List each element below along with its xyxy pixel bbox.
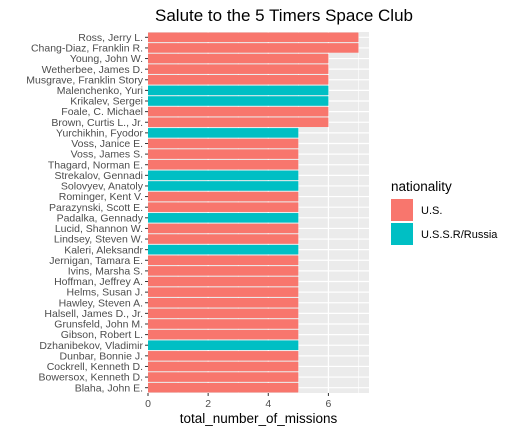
y-axis: Ross, Jerry L.Chang-Diaz, Franklin R.You…	[26, 32, 148, 394]
x-tick-label: 4	[265, 398, 271, 410]
bar	[148, 298, 298, 308]
plot-panel	[148, 32, 369, 393]
bar	[148, 351, 298, 361]
bar	[148, 149, 298, 159]
bar	[148, 202, 298, 212]
bar	[148, 96, 328, 106]
bar	[148, 43, 358, 53]
legend-keys: U.S. U.S.S.R/Russia	[391, 199, 498, 245]
x-tick-label: 0	[145, 398, 151, 410]
bar	[148, 181, 298, 191]
bar	[148, 266, 298, 276]
bar	[148, 362, 298, 372]
bar	[148, 117, 328, 127]
chart-title: Salute to the 5 Timers Space Club	[155, 6, 413, 25]
bar	[148, 383, 298, 393]
bar	[148, 224, 298, 234]
bar	[148, 33, 358, 43]
bar	[148, 54, 328, 64]
bar	[148, 213, 298, 223]
bar	[148, 192, 298, 202]
x-axis: 0 2 4 6	[145, 393, 331, 410]
bar	[148, 287, 298, 297]
bar	[148, 340, 298, 350]
x-tick-label: 2	[205, 398, 211, 410]
bar	[148, 107, 328, 117]
x-tick-label: 6	[325, 398, 331, 410]
y-tick-label: Blaha, John E.	[75, 382, 143, 394]
bar	[148, 160, 298, 170]
bar	[148, 372, 298, 382]
bar	[148, 139, 298, 149]
bar	[148, 128, 298, 138]
legend: nationality U.S. U.S.S.R/Russia	[391, 179, 498, 245]
bar	[148, 75, 328, 85]
legend-label: U.S.S.R/Russia	[421, 229, 498, 241]
legend-title: nationality	[391, 179, 452, 194]
bar	[148, 171, 298, 181]
bar	[148, 330, 298, 340]
bar	[148, 319, 298, 329]
legend-key	[391, 199, 413, 221]
bar	[148, 256, 298, 266]
legend-key	[391, 223, 413, 245]
bar	[148, 86, 328, 96]
bar	[148, 234, 298, 244]
bar	[148, 309, 298, 319]
bar	[148, 245, 298, 255]
legend-label: U.S.	[421, 205, 442, 217]
bar	[148, 64, 328, 74]
bar	[148, 277, 298, 287]
x-axis-title: total_number_of_missions	[180, 411, 338, 426]
